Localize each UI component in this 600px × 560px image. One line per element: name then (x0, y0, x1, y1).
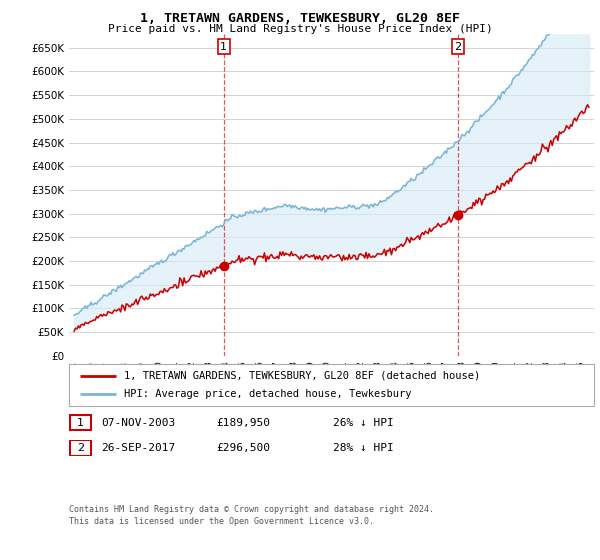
Text: 28% ↓ HPI: 28% ↓ HPI (333, 443, 394, 453)
Text: £296,500: £296,500 (216, 443, 270, 453)
Text: 07-NOV-2003: 07-NOV-2003 (101, 418, 175, 428)
Text: 1, TRETAWN GARDENS, TEWKESBURY, GL20 8EF (detached house): 1, TRETAWN GARDENS, TEWKESBURY, GL20 8EF… (124, 371, 481, 381)
FancyBboxPatch shape (70, 440, 91, 456)
Text: Contains HM Land Registry data © Crown copyright and database right 2024.: Contains HM Land Registry data © Crown c… (69, 505, 434, 515)
Text: 1, TRETAWN GARDENS, TEWKESBURY, GL20 8EF: 1, TRETAWN GARDENS, TEWKESBURY, GL20 8EF (140, 12, 460, 25)
Text: 2: 2 (77, 443, 84, 453)
Text: Price paid vs. HM Land Registry's House Price Index (HPI): Price paid vs. HM Land Registry's House … (107, 24, 493, 34)
Text: 1: 1 (77, 418, 84, 428)
Text: £189,950: £189,950 (216, 418, 270, 428)
Text: This data is licensed under the Open Government Licence v3.0.: This data is licensed under the Open Gov… (69, 516, 374, 526)
Text: 26-SEP-2017: 26-SEP-2017 (101, 443, 175, 453)
FancyBboxPatch shape (70, 416, 91, 431)
Text: 1: 1 (220, 42, 227, 52)
FancyBboxPatch shape (69, 364, 594, 406)
Text: 2: 2 (454, 42, 461, 52)
Text: HPI: Average price, detached house, Tewkesbury: HPI: Average price, detached house, Tewk… (124, 389, 412, 399)
Text: 26% ↓ HPI: 26% ↓ HPI (333, 418, 394, 428)
